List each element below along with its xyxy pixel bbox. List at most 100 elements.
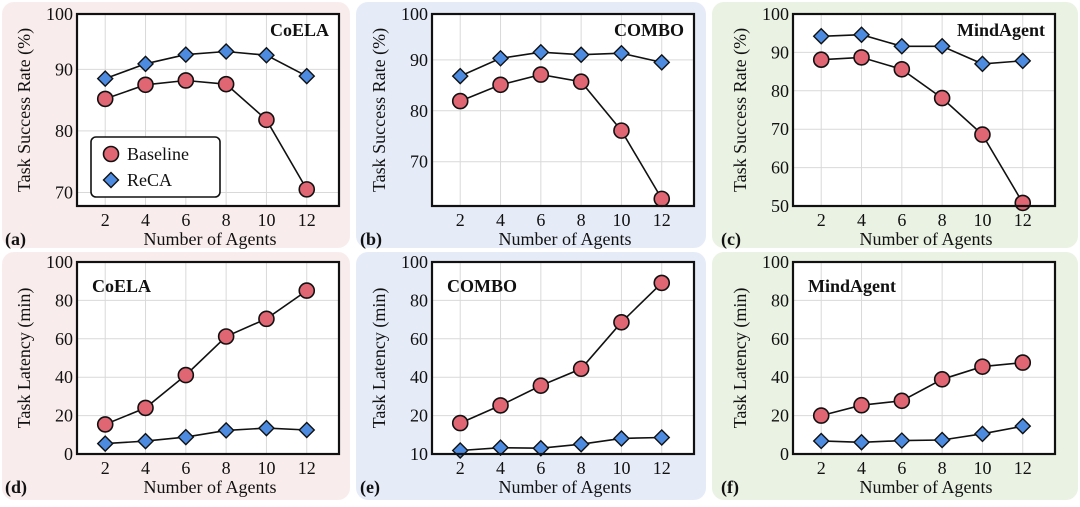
data-point-reca	[572, 435, 590, 453]
x-tick-label: 12	[298, 458, 316, 478]
y-tick-label: 80	[55, 121, 73, 141]
y-tick-label: 10	[410, 444, 428, 464]
data-point-reca	[492, 439, 510, 457]
x-tick-label: 8	[222, 458, 231, 478]
x-tick-label: 4	[496, 210, 505, 230]
x-tick-label: 6	[897, 210, 906, 230]
y-tick-label: 60	[410, 329, 428, 349]
data-point-baseline	[974, 126, 991, 143]
x-tick-label: 8	[938, 458, 947, 478]
y-tick-label: 90	[55, 59, 73, 79]
y-axis-label: Task Success Rate (%)	[730, 28, 751, 192]
data-point-baseline	[96, 90, 114, 108]
y-tick-label: 0	[64, 444, 73, 464]
x-tick-label: 10	[257, 458, 275, 478]
chart-panel-a: 70 80 90 100 2 4 6 8 10 12 Number of Agents Task Su…	[5, 4, 341, 250]
y-tick-label: 20	[410, 406, 428, 426]
panel-label: (f)	[721, 477, 739, 498]
data-point-baseline	[451, 414, 469, 432]
x-tick-label: 6	[897, 458, 906, 478]
chart-panel-c: 50 60 70 80 90 100 2 4 6 8 10 12 Number of Agents Tas…	[721, 4, 1057, 250]
panel-label: (b)	[360, 229, 382, 250]
data-point-reca	[96, 435, 114, 453]
legend-box	[90, 136, 221, 198]
plot-title: MindAgent	[808, 276, 896, 296]
x-tick-label: 2	[456, 210, 465, 230]
y-tick-label: 40	[55, 367, 73, 387]
legend: Baseline ReCA	[90, 136, 221, 198]
legend-label: Baseline	[127, 144, 189, 164]
plot-title: COMBO	[447, 276, 517, 296]
data-point-baseline	[137, 399, 154, 417]
y-tick-label: 40	[410, 367, 428, 387]
data-point-reca	[933, 37, 951, 55]
data-point-baseline	[893, 392, 911, 410]
x-tick-label: 6	[536, 210, 545, 230]
data-point-baseline	[933, 89, 951, 107]
x-tick-label: 2	[101, 210, 110, 230]
x-tick-label: 4	[141, 210, 150, 230]
legend-marker-reca	[102, 171, 120, 189]
panel-label: (c)	[721, 229, 741, 250]
data-point-baseline	[177, 366, 195, 384]
y-tick-label: 100	[401, 252, 428, 272]
y-tick-label: 0	[780, 444, 789, 464]
data-point-reca	[933, 431, 951, 449]
panel-label: (a)	[5, 229, 26, 250]
data-point-reca	[612, 44, 630, 62]
y-axis-label: Task Latency (min)	[369, 288, 390, 429]
chart-panel-d: 0 20 40 60 80 100 2 4 6 8 10 12 Number of Agents Task…	[5, 252, 341, 498]
data-point-reca	[96, 70, 114, 88]
data-point-reca	[893, 432, 911, 450]
data-point-baseline	[933, 371, 951, 388]
y-tick-label: 60	[771, 329, 789, 349]
data-point-reca	[532, 439, 550, 457]
data-point-baseline	[653, 274, 671, 292]
y-tick-label: 100	[762, 4, 789, 24]
data-point-reca	[298, 421, 316, 439]
chart-panel-e: 10 20 40 60 80 100 2 4 6 8 10 12 Number of Agents Tas…	[360, 252, 696, 498]
x-tick-label: 10	[973, 210, 991, 230]
y-tick-label: 70	[55, 182, 73, 202]
x-tick-label: 2	[101, 458, 110, 478]
plot-area	[77, 262, 339, 454]
panel-label: (d)	[5, 477, 27, 498]
y-tick-label: 40	[771, 367, 789, 387]
y-tick-label: 80	[771, 81, 789, 101]
data-point-reca	[853, 26, 871, 44]
y-tick-label: 80	[771, 290, 789, 310]
data-point-baseline	[613, 122, 630, 139]
plot-title: CoELA	[270, 20, 329, 40]
y-tick-label: 60	[55, 329, 73, 349]
data-point-reca	[532, 43, 550, 61]
plot-title: CoELA	[92, 276, 151, 296]
data-point-baseline	[532, 377, 550, 394]
data-point-baseline	[572, 73, 590, 91]
y-tick-label: 100	[46, 4, 73, 24]
data-point-reca	[298, 67, 316, 85]
data-point-baseline	[893, 60, 911, 78]
y-tick-label: 100	[762, 252, 789, 272]
data-point-reca	[257, 419, 275, 437]
x-tick-label: 4	[141, 458, 150, 478]
data-point-reca	[177, 428, 195, 446]
x-tick-label: 12	[1014, 458, 1032, 478]
data-point-baseline	[258, 310, 275, 328]
chart-panel-f: 0 20 40 60 80 100 2 4 6 8 10 12 Number of Agents Task…	[721, 252, 1057, 498]
plot-frame	[430, 12, 696, 208]
x-tick-label: 2	[817, 458, 826, 478]
data-point-reca	[812, 432, 830, 450]
data-point-baseline	[137, 76, 154, 94]
y-tick-label: 70	[410, 152, 428, 172]
y-tick-label: 90	[771, 42, 789, 62]
data-point-reca	[973, 425, 991, 443]
data-point-baseline	[653, 190, 671, 208]
data-point-baseline	[217, 328, 235, 345]
data-point-baseline	[298, 282, 316, 299]
data-point-baseline	[532, 66, 550, 83]
plot-frame	[430, 260, 696, 456]
x-tick-label: 6	[181, 458, 190, 478]
y-tick-label: 20	[55, 406, 73, 426]
x-axis-label: Number of Agents	[860, 229, 993, 249]
